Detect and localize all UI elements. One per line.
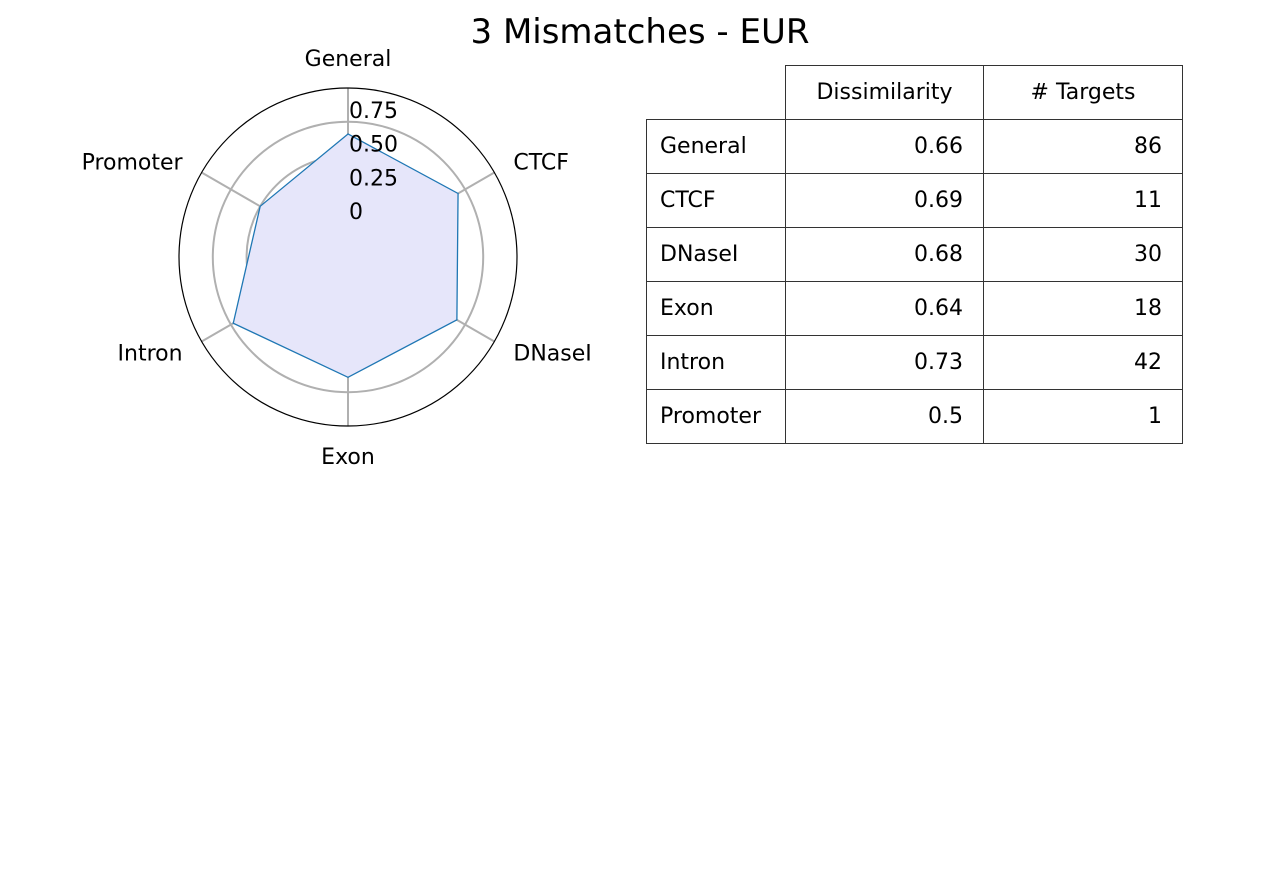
dissimilarity-cell: 0.5: [785, 389, 984, 444]
radar-category-labels: General CTCF DNaseI Exon Intron Promoter: [82, 47, 592, 470]
radar-area: [233, 133, 459, 378]
row-label-cell: Promoter: [646, 389, 786, 444]
radar-tick-labels: 0 0.25 0.50 0.75: [349, 99, 398, 225]
category-label-general: General: [305, 47, 392, 72]
column-header-dissimilarity: Dissimilarity: [785, 65, 984, 120]
targets-cell: 18: [983, 281, 1183, 336]
radar-chart: 0 0.25 0.50 0.75 General CTCF DNaseI Exon Intro…: [82, 47, 592, 470]
table-row: Promoter 0.5 1: [646, 389, 1183, 444]
radar-outer-circle: [178, 87, 518, 427]
row-label-cell: Intron: [646, 335, 786, 390]
dissimilarity-cell: 0.69: [785, 173, 984, 228]
table-row: General 0.66 86: [646, 119, 1183, 174]
table-row: CTCF 0.69 11: [646, 173, 1183, 228]
category-label-intron: Intron: [118, 342, 183, 367]
table-header-row: Dissimilarity # Targets: [646, 65, 1183, 120]
targets-cell: 86: [983, 119, 1183, 174]
row-label-cell: CTCF: [646, 173, 786, 228]
category-label-exon: Exon: [321, 445, 375, 470]
summary-table: Dissimilarity # Targets General 0.66 86 CTC…: [646, 65, 1183, 444]
radial-tick-label: 0.25: [349, 166, 398, 191]
chart-title: 3 Mismatches - EUR: [470, 12, 810, 52]
dissimilarity-cell: 0.66: [785, 119, 984, 174]
targets-cell: 11: [983, 173, 1183, 228]
table-corner-cell: [646, 65, 786, 120]
category-label-ctcf: CTCF: [513, 151, 569, 176]
category-label-promoter: Promoter: [82, 151, 184, 176]
targets-cell: 1: [983, 389, 1183, 444]
category-label-dnasei: DNaseI: [513, 342, 591, 367]
radial-tick-label: 0.75: [349, 99, 398, 124]
radar-gridline-circle: [211, 120, 485, 394]
targets-cell: 42: [983, 335, 1183, 390]
radial-tick-label: 0: [349, 200, 363, 225]
radar-series: [232, 133, 459, 379]
dissimilarity-cell: 0.64: [785, 281, 984, 336]
row-label-cell: DNaseI: [646, 227, 786, 282]
row-label-cell: General: [646, 119, 786, 174]
dissimilarity-cell: 0.68: [785, 227, 984, 282]
column-header-targets: # Targets: [983, 65, 1183, 120]
dissimilarity-cell: 0.73: [785, 335, 984, 390]
row-label-cell: Exon: [646, 281, 786, 336]
radial-tick-label: 0.50: [349, 133, 398, 158]
table-row: Exon 0.64 18: [646, 281, 1183, 336]
table-row: DNaseI 0.68 30: [646, 227, 1183, 282]
targets-cell: 30: [983, 227, 1183, 282]
table-row: Intron 0.73 42: [646, 335, 1183, 390]
